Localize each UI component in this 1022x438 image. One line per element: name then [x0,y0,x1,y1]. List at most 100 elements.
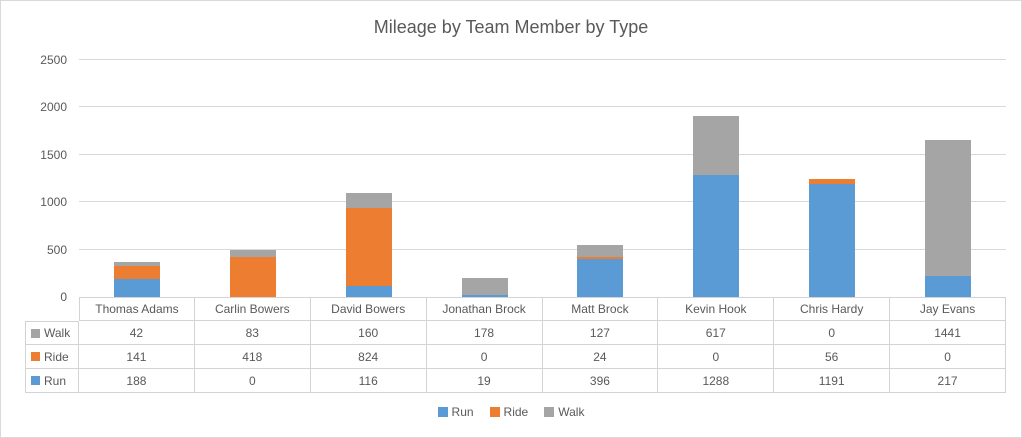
table-value-cell: 418 [194,345,311,369]
bar-stack [113,261,160,297]
chart-title: Mileage by Team Member by Type [373,17,649,37]
table-value-cell: 0 [194,369,311,393]
table-value-cell: 83 [194,321,311,345]
gridline [79,201,1006,203]
table-value-cell: 0 [890,345,1006,369]
table-row-label: Ride [25,345,79,369]
gridline [79,106,1006,108]
legend-label: Walk [558,405,585,419]
legend-item-run: Run [437,405,474,419]
table-header-cell: Thomas Adams [79,297,195,321]
plot-area [79,59,1006,297]
table-value-cell: 217 [890,369,1006,393]
bar-segment-walk [113,261,160,266]
bar-segment-walk [925,139,972,277]
bar-group [195,60,311,297]
y-axis-label: 500 [46,242,67,257]
y-axis: 0 500 1000 1500 2000 2500 [1,53,67,304]
bar-segment-run [577,259,624,297]
bar-segment-ride [345,207,392,287]
y-axis-label: 0 [60,290,67,304]
bar-group [543,60,659,297]
bar-group [79,60,195,297]
gridline [79,59,1006,60]
y-axis-label: 2500 [40,53,67,67]
bar-group [311,60,427,297]
bar-segment-ride [577,257,624,260]
bar-stack [345,192,392,297]
bar-segment-run [345,286,392,297]
y-axis-label: 1500 [40,147,67,162]
bar-stack [693,116,740,297]
legend-key-icon [437,407,448,417]
table-value-cell: 160 [310,321,427,345]
table-value-cell: 178 [426,321,543,345]
bars-row [79,60,1006,297]
bar-segment-run [809,184,856,297]
bar-segment-walk [693,116,740,175]
table-value-cell: 24 [542,345,659,369]
table-header-cell: Jonathan Brock [426,297,543,321]
bar-group [774,60,890,297]
gridline [79,153,1006,155]
table-header-cell: Kevin Hook [658,297,775,321]
bar-segment-run [113,279,160,297]
table-header-cell: David Bowers [310,297,427,321]
table-value-cell: 0 [658,345,775,369]
bar-segment-walk [577,245,624,258]
bar-group [658,60,774,297]
table-value-cell: 19 [426,369,543,393]
bar-segment-run [461,295,508,297]
bar-group [890,60,1006,297]
table-row-label-text: Run [44,373,67,388]
legend: Run Ride Walk [1,405,1021,419]
table-value-cell: 188 [79,369,195,393]
legend-label: Run [451,405,474,419]
table-value-cell: 617 [658,321,775,345]
table-value-cell: 56 [774,345,891,369]
table-header-cell: Chris Hardy [774,297,891,321]
table-value-cell: 1441 [890,321,1006,345]
table-value-cell: 396 [542,369,659,393]
gridline [79,248,1006,250]
table-value-cell: 1191 [774,369,891,393]
table-value-cell: 0 [774,321,891,345]
table-value-cell: 141 [79,345,195,369]
legend-item-walk: Walk [544,405,584,419]
table-corner-cell [25,297,79,321]
table-value-cell: 127 [542,321,659,345]
legend-item-ride: Ride [489,405,529,419]
bar-stack [229,249,276,297]
table-row-label-text: Walk [44,326,71,340]
bar-stack [577,245,624,297]
legend-key-icon [544,407,555,417]
bar-segment-run [693,174,740,297]
table-value-cell: 42 [79,321,195,345]
y-axis-label: 2000 [40,100,67,115]
bar-segment-ride [809,178,856,185]
legend-key-walk [31,328,40,338]
bar-segment-walk [461,278,508,296]
table-value-cell: 0 [426,345,543,369]
table-value-cell: 824 [310,345,427,369]
bar-stack [809,178,856,297]
legend-label: Ride [503,405,529,419]
table-row-label-text: Ride [44,349,69,364]
legend-key-run [31,376,40,385]
bar-segment-run [925,276,972,297]
table-header-cell: Matt Brock [542,297,659,321]
table-value-cell: 116 [310,369,427,393]
bar-segment-ride [113,265,160,280]
table-header-cell: Carlin Bowers [194,297,311,321]
bar-stack [461,278,508,297]
bar-stack [925,139,972,297]
table-row-label: Run [25,369,79,393]
y-axis-label: 1000 [40,195,67,210]
table-header-cell: Jay Evans [890,297,1006,321]
bar-segment-walk [345,192,392,208]
bar-segment-walk [229,249,276,258]
table-value-cell: 1288 [658,369,775,393]
legend-key-ride [31,352,40,361]
table-row-label: Walk [25,321,79,345]
